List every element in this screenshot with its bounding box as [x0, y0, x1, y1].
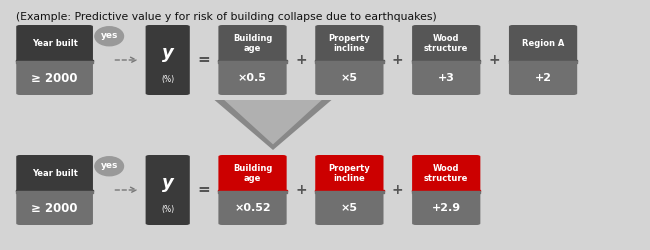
Text: +: + — [392, 53, 404, 67]
Text: ×0.5: ×0.5 — [238, 73, 267, 83]
Text: ×0.52: ×0.52 — [234, 203, 271, 213]
Text: Property
incline: Property incline — [328, 164, 370, 183]
Text: (%): (%) — [161, 205, 174, 214]
Text: ×5: ×5 — [341, 73, 358, 83]
FancyBboxPatch shape — [16, 25, 93, 62]
FancyBboxPatch shape — [146, 155, 190, 225]
Text: =: = — [198, 52, 211, 68]
Text: +: + — [392, 183, 404, 197]
Text: Region A: Region A — [522, 39, 564, 48]
Text: y: y — [162, 174, 174, 192]
FancyBboxPatch shape — [16, 62, 93, 95]
FancyBboxPatch shape — [16, 155, 93, 192]
Text: ≥ 2000: ≥ 2000 — [31, 72, 78, 85]
Text: (Example: Predictive value y for risk of building collapse due to earthquakes): (Example: Predictive value y for risk of… — [16, 12, 437, 22]
Text: +: + — [489, 53, 500, 67]
Text: +3: +3 — [438, 73, 454, 83]
FancyBboxPatch shape — [509, 62, 577, 95]
Text: Year built: Year built — [32, 169, 77, 178]
Text: Property
incline: Property incline — [328, 34, 370, 53]
Text: yes: yes — [101, 161, 118, 170]
Text: y: y — [162, 44, 174, 62]
Text: +2.9: +2.9 — [432, 203, 461, 213]
FancyBboxPatch shape — [218, 25, 287, 62]
FancyBboxPatch shape — [412, 25, 480, 62]
Text: ≥ 2000: ≥ 2000 — [31, 202, 78, 215]
Ellipse shape — [95, 157, 124, 176]
FancyBboxPatch shape — [315, 192, 384, 225]
Ellipse shape — [95, 27, 124, 46]
FancyBboxPatch shape — [218, 155, 287, 192]
FancyBboxPatch shape — [315, 155, 384, 192]
FancyBboxPatch shape — [218, 62, 287, 95]
Text: Wood
structure: Wood structure — [424, 164, 469, 183]
FancyBboxPatch shape — [16, 192, 93, 225]
Text: +: + — [295, 183, 307, 197]
FancyBboxPatch shape — [412, 62, 480, 95]
Text: yes: yes — [101, 31, 118, 40]
FancyBboxPatch shape — [412, 192, 480, 225]
Polygon shape — [214, 100, 332, 150]
Text: Building
age: Building age — [233, 164, 272, 183]
Text: +2: +2 — [534, 73, 552, 83]
Text: Wood
structure: Wood structure — [424, 34, 469, 53]
FancyBboxPatch shape — [315, 62, 384, 95]
Text: +: + — [295, 53, 307, 67]
FancyBboxPatch shape — [412, 155, 480, 192]
Text: ×5: ×5 — [341, 203, 358, 213]
FancyBboxPatch shape — [146, 25, 190, 95]
Polygon shape — [224, 100, 322, 144]
FancyBboxPatch shape — [218, 192, 287, 225]
Text: Year built: Year built — [32, 39, 77, 48]
Text: =: = — [198, 182, 211, 198]
Text: Building
age: Building age — [233, 34, 272, 53]
FancyBboxPatch shape — [315, 25, 384, 62]
FancyBboxPatch shape — [509, 25, 577, 62]
Text: (%): (%) — [161, 75, 174, 84]
